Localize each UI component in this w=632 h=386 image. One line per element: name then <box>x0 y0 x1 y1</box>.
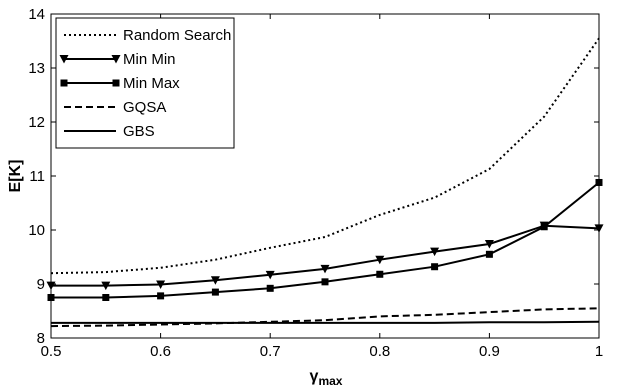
legend-entry: Random Search <box>64 27 231 44</box>
triangle-marker <box>101 281 111 291</box>
x-tick-label: 0.6 <box>150 343 171 360</box>
triangle-marker <box>265 270 275 280</box>
triangle-marker <box>484 240 494 249</box>
y-tick-label: 13 <box>28 60 45 77</box>
triangle-marker <box>375 255 385 265</box>
series-random-search <box>50 37 600 275</box>
legend-entry: Min Min <box>59 51 176 68</box>
x-tick-label: 0.7 <box>260 343 281 360</box>
legend-entry: GBS <box>64 123 155 140</box>
y-tick-label: 11 <box>29 168 45 185</box>
x-tick-label: 0.9 <box>479 343 500 360</box>
y-tick-label: 8 <box>37 330 45 347</box>
triangle-marker <box>59 55 69 64</box>
series-gqsa <box>50 307 600 328</box>
legend-label: Min Max <box>123 75 180 92</box>
triangle-marker <box>210 276 220 285</box>
axes-layer: 0.5 0.6 0.7 0.8 0.9 1 8 9 10 11 12 13 14 <box>28 6 603 360</box>
square-marker <box>60 79 68 87</box>
axes-frame <box>50 13 600 339</box>
series-line <box>51 320 600 324</box>
square-marker <box>485 250 493 258</box>
series-gbs <box>51 320 600 324</box>
square-marker <box>102 294 110 301</box>
square-marker <box>540 223 548 231</box>
series-line <box>50 37 600 275</box>
square-marker <box>376 270 384 278</box>
x-axis-label-sub: max <box>318 374 342 386</box>
legend: Random Search Min Min Min Max GQSA GBS <box>55 17 235 149</box>
triangle-marker <box>320 264 330 274</box>
legend-label: GQSA <box>123 99 166 116</box>
y-tick-label: 10 <box>28 222 45 239</box>
square-marker <box>211 288 219 296</box>
x-axis-label-main: γ <box>310 368 319 385</box>
x-tick-label: 1 <box>595 343 603 360</box>
legend-entry: GQSA <box>64 99 166 116</box>
square-marker <box>321 278 329 286</box>
series-layer <box>46 37 604 328</box>
y-tick-label: 12 <box>28 114 45 131</box>
y-tick-label: 9 <box>37 276 45 293</box>
legend-entry: Min Max <box>60 75 180 92</box>
legend-label: Min Min <box>123 51 176 68</box>
square-marker <box>431 263 439 271</box>
legend-label: GBS <box>123 123 155 140</box>
y-tick-label: 14 <box>28 6 45 23</box>
triangle-marker <box>156 280 166 290</box>
series-line <box>50 307 600 328</box>
triangle-marker <box>430 247 440 257</box>
square-marker <box>112 79 120 87</box>
triangle-marker <box>111 55 121 64</box>
x-tick-label: 0.8 <box>369 343 390 360</box>
square-marker <box>266 284 274 292</box>
legend-label: Random Search <box>123 27 231 44</box>
square-marker <box>157 292 165 300</box>
x-tick-label: 0.5 <box>41 343 62 360</box>
x-axis-label: γmax <box>310 368 343 386</box>
legend-box <box>55 17 235 149</box>
y-axis-label: E[K] <box>7 160 24 193</box>
